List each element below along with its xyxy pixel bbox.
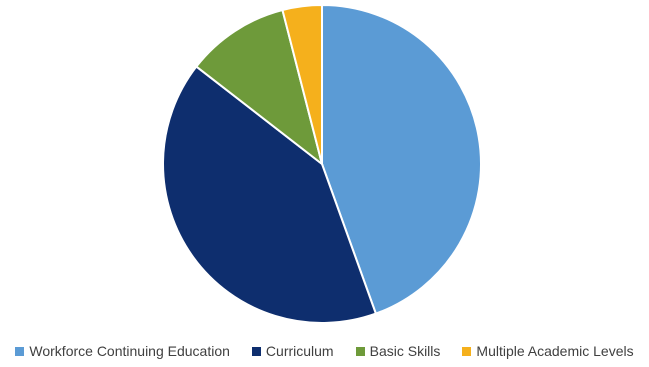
pie-slices (162, 3, 482, 324)
legend-swatch-multiple-academic-levels (462, 346, 472, 356)
legend-swatch-basic-skills (355, 346, 365, 356)
pie-slice-workforce-continuing-education (321, 3, 482, 315)
legend-item-workforce-continuing-education: Workforce Continuing Education (15, 343, 230, 359)
pie-slice-basic-skills (194, 8, 324, 167)
chart-legend: Workforce Continuing Education Curriculu… (0, 340, 649, 362)
legend-item-curriculum: Curriculum (251, 343, 334, 359)
legend-label-basic-skills: Basic Skills (369, 343, 441, 359)
pie-slice-curriculum (162, 65, 378, 324)
legend-label-multiple-academic-levels: Multiple Academic Levels (476, 343, 634, 359)
legend-label-curriculum: Curriculum (265, 343, 334, 359)
legend-item-basic-skills: Basic Skills (355, 343, 441, 359)
pie-chart (162, 3, 482, 324)
pie-slice-multiple-academic-levels (281, 3, 323, 165)
legend-swatch-curriculum (251, 346, 261, 356)
legend-item-multiple-academic-levels: Multiple Academic Levels (462, 343, 634, 359)
legend-swatch-workforce-continuing-education (15, 346, 25, 356)
legend-label-workforce-continuing-education: Workforce Continuing Education (29, 343, 230, 359)
